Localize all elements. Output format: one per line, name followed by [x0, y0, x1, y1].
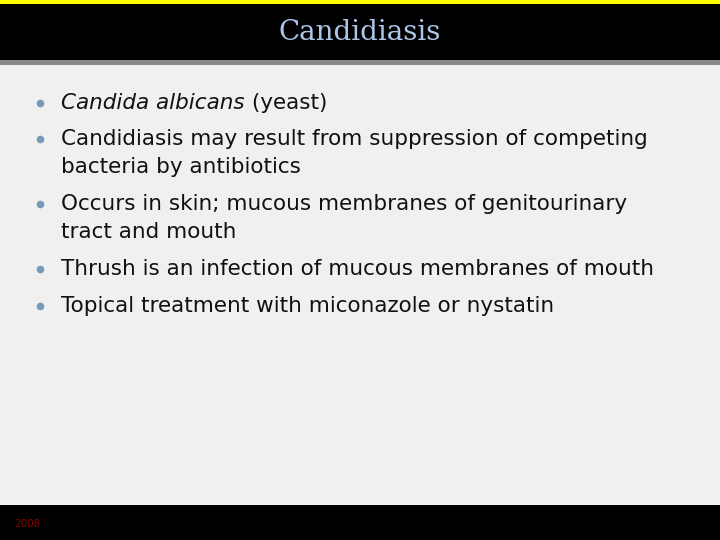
Text: Thrush is an infection of mucous membranes of mouth: Thrush is an infection of mucous membran…: [61, 259, 654, 279]
Text: tract and mouth: tract and mouth: [61, 222, 237, 242]
Bar: [0, 0, 720, 4]
Bar: [0, 4, 720, 60]
Text: bacteria by antibiotics: bacteria by antibiotics: [61, 157, 301, 178]
Text: Topical treatment with miconazole or nystatin: Topical treatment with miconazole or nys…: [61, 295, 554, 316]
Bar: [0, 60, 720, 65]
Bar: [0, 505, 720, 540]
Text: Candida albicans: Candida albicans: [61, 92, 245, 113]
Text: Candidiasis: Candidiasis: [279, 18, 441, 45]
Text: Occurs in skin; mucous membranes of genitourinary: Occurs in skin; mucous membranes of geni…: [61, 194, 627, 214]
Text: Candidiasis may result from suppression of competing: Candidiasis may result from suppression …: [61, 129, 648, 150]
Text: 2008: 2008: [14, 519, 40, 529]
Text: (yeast): (yeast): [245, 92, 327, 113]
